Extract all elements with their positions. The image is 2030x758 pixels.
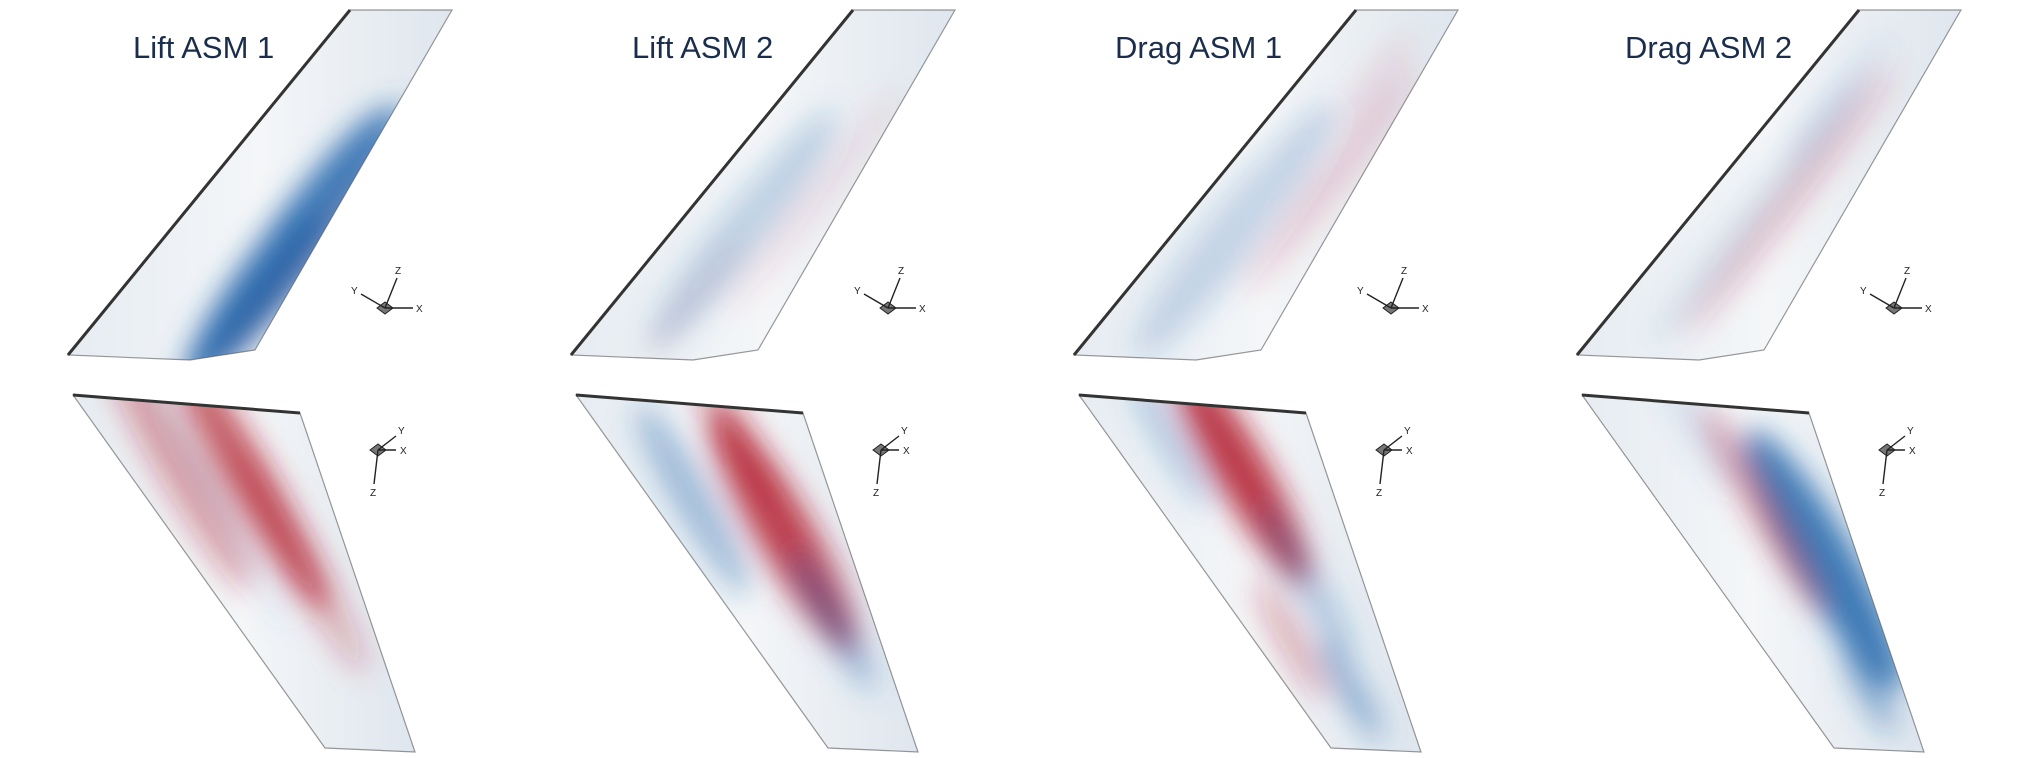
wing-upper-3: X Z Y [1072,9,1460,361]
contour-region [643,236,743,360]
axis-label-y: Y [1404,426,1411,437]
axis-triad: X Z Y [1860,266,1932,315]
contour-region [1258,501,1354,659]
contour-region [726,89,900,311]
panel-title-drag-asm-2: Drag ASM 2 [1625,30,1793,65]
contour-field [1661,395,1904,734]
axis-label-x: X [919,304,926,315]
axis-label-y: Y [854,286,861,297]
axis-label-x: X [903,446,910,457]
contour-region [272,108,388,252]
contour-region [1244,69,1418,291]
axis-label-y: Y [901,426,908,437]
axis-label-y: Y [1860,286,1867,297]
axis-label-x: X [1422,304,1429,315]
contour-region [185,212,325,360]
wing-upper-4: X Z Y [1575,9,1963,361]
wing-lower-4: XY Z [1580,393,1925,753]
axis-label-x: X [1406,446,1413,457]
wing-lower-1: XY Z [71,393,416,753]
contour-field [635,395,875,690]
axis-label-z: Z [1376,488,1382,499]
axis-label-z: Z [1879,488,1885,499]
panel-title-drag-asm-1: Drag ASM 1 [1115,30,1283,65]
wing-lower-2: XY Z [574,393,919,753]
axis-triad: X Z Y [854,266,926,315]
contour-region [1135,102,1337,358]
axis-label-z: Z [898,266,904,277]
axis-label-y: Y [1907,426,1914,437]
contour-field [1653,36,1895,345]
axis-label-x: X [416,304,423,315]
contour-field [1129,395,1383,743]
contour-region [791,550,875,690]
axis-label-x: X [1909,446,1916,457]
contour-region [139,395,291,630]
contour-region [685,395,781,509]
contour-region [1319,637,1383,743]
axis-triad: XY Z [369,426,407,499]
axis-label-z: Z [370,488,376,499]
contour-region [1129,395,1213,510]
axis-label-x: X [400,446,407,457]
axis-label-z: Z [873,488,879,499]
axis-label-y: Y [1357,286,1364,297]
leading-edge [1078,393,1307,415]
contour-region [1841,646,1897,734]
contour-region [1788,36,1890,164]
axis-label-y: Y [351,286,358,297]
wing-surface [1582,395,1924,752]
leading-edge [72,393,301,415]
wing-upper-1: X Z Y [66,9,454,361]
contour-region [1254,579,1328,701]
axis-label-y: Y [398,426,405,437]
leading-edge [575,393,804,415]
axis-triad: XY Z [1878,426,1916,499]
axis-triad: X Z Y [1357,266,1429,315]
contour-region [1702,405,1826,615]
panel-title-lift-asm-2: Lift ASM 2 [632,30,774,65]
leading-edge [1575,9,1861,356]
wing-upper-2: X Z Y [569,9,957,361]
leading-edge [1581,393,1810,415]
contour-region [97,395,253,591]
wing-lower-3: XY Z [1077,393,1422,753]
wing-surface [68,10,452,360]
contour-field [643,89,900,360]
axis-label-x: X [1925,304,1932,315]
contour-field [1135,32,1418,358]
contour-region [233,447,367,673]
axis-label-z: Z [1904,266,1910,277]
panel-title-lift-asm-1: Lift ASM 1 [133,30,275,65]
leading-edge [66,9,352,356]
axis-label-z: Z [1401,266,1407,277]
leading-edge [569,9,855,356]
contour-region [1744,429,1904,691]
axis-triad: XY Z [1375,426,1413,499]
axis-triad: XY Z [872,426,910,499]
leading-edge [1072,9,1358,356]
axis-label-z: Z [395,266,401,277]
contour-region [1338,32,1414,128]
axis-triad: X Z Y [351,266,423,315]
contour-region [635,404,751,596]
contour-field [97,395,367,673]
